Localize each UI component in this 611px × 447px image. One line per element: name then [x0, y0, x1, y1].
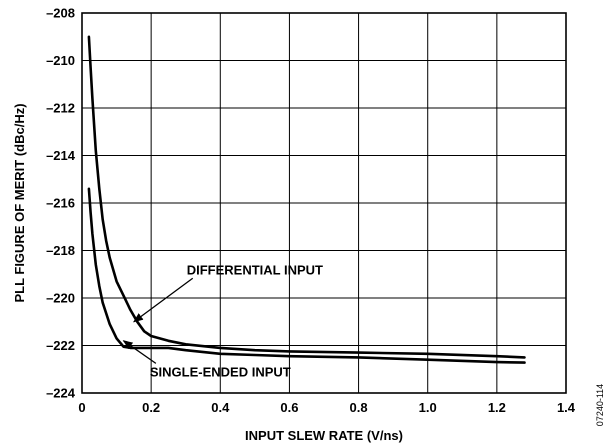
annotation-single-ended-input: SINGLE-ENDED INPUT — [150, 364, 291, 379]
annotation-arrow-differential-input — [133, 277, 194, 323]
x-tick-labels: 0 0.2 0.4 0.6 0.8 1.0 1.2 1.4 — [78, 400, 575, 415]
y-tick-label: –208 — [46, 6, 75, 21]
grid — [82, 13, 566, 393]
x-tick-label: 1.0 — [419, 400, 437, 415]
figure-id: 07240-114 — [595, 384, 605, 426]
x-tick-label: 0.6 — [280, 400, 298, 415]
y-tick-label: –224 — [46, 386, 76, 401]
x-tick-label: 1.4 — [557, 400, 576, 415]
plot-frame — [81, 12, 567, 394]
x-tick-label: 0.4 — [211, 400, 230, 415]
x-tick-label: 0.2 — [142, 400, 160, 415]
x-axis-label: INPUT SLEW RATE (V/ns) — [245, 428, 403, 443]
series-line-single-ended-input — [87, 187, 526, 364]
series-layer — [87, 35, 526, 364]
annotation-differential-input: DIFFERENTIAL INPUT — [187, 262, 323, 277]
y-tick-label: –216 — [46, 196, 75, 211]
x-tick-label: 0 — [78, 400, 85, 415]
y-axis-label: PLL FIGURE OF MERIT (dBc/Hz) — [12, 103, 27, 302]
y-tick-label: –220 — [46, 291, 75, 306]
y-tick-label: –210 — [46, 53, 75, 68]
x-tick-label: 1.2 — [488, 400, 506, 415]
annotation-layer: DIFFERENTIAL INPUT SINGLE-ENDED INPUT — [122, 262, 323, 379]
x-tick-label: 0.8 — [350, 400, 368, 415]
y-tick-labels: –224 –222 –220 –218 –216 –214 –212 –210 –208 — [46, 6, 76, 401]
y-tick-label: –218 — [46, 243, 75, 258]
annotation-arrow-single-ended-input — [122, 340, 157, 364]
y-tick-label: –212 — [46, 101, 75, 116]
y-tick-label: –222 — [46, 338, 75, 353]
y-tick-label: –214 — [46, 148, 76, 163]
series-line-differential-input — [87, 35, 526, 359]
